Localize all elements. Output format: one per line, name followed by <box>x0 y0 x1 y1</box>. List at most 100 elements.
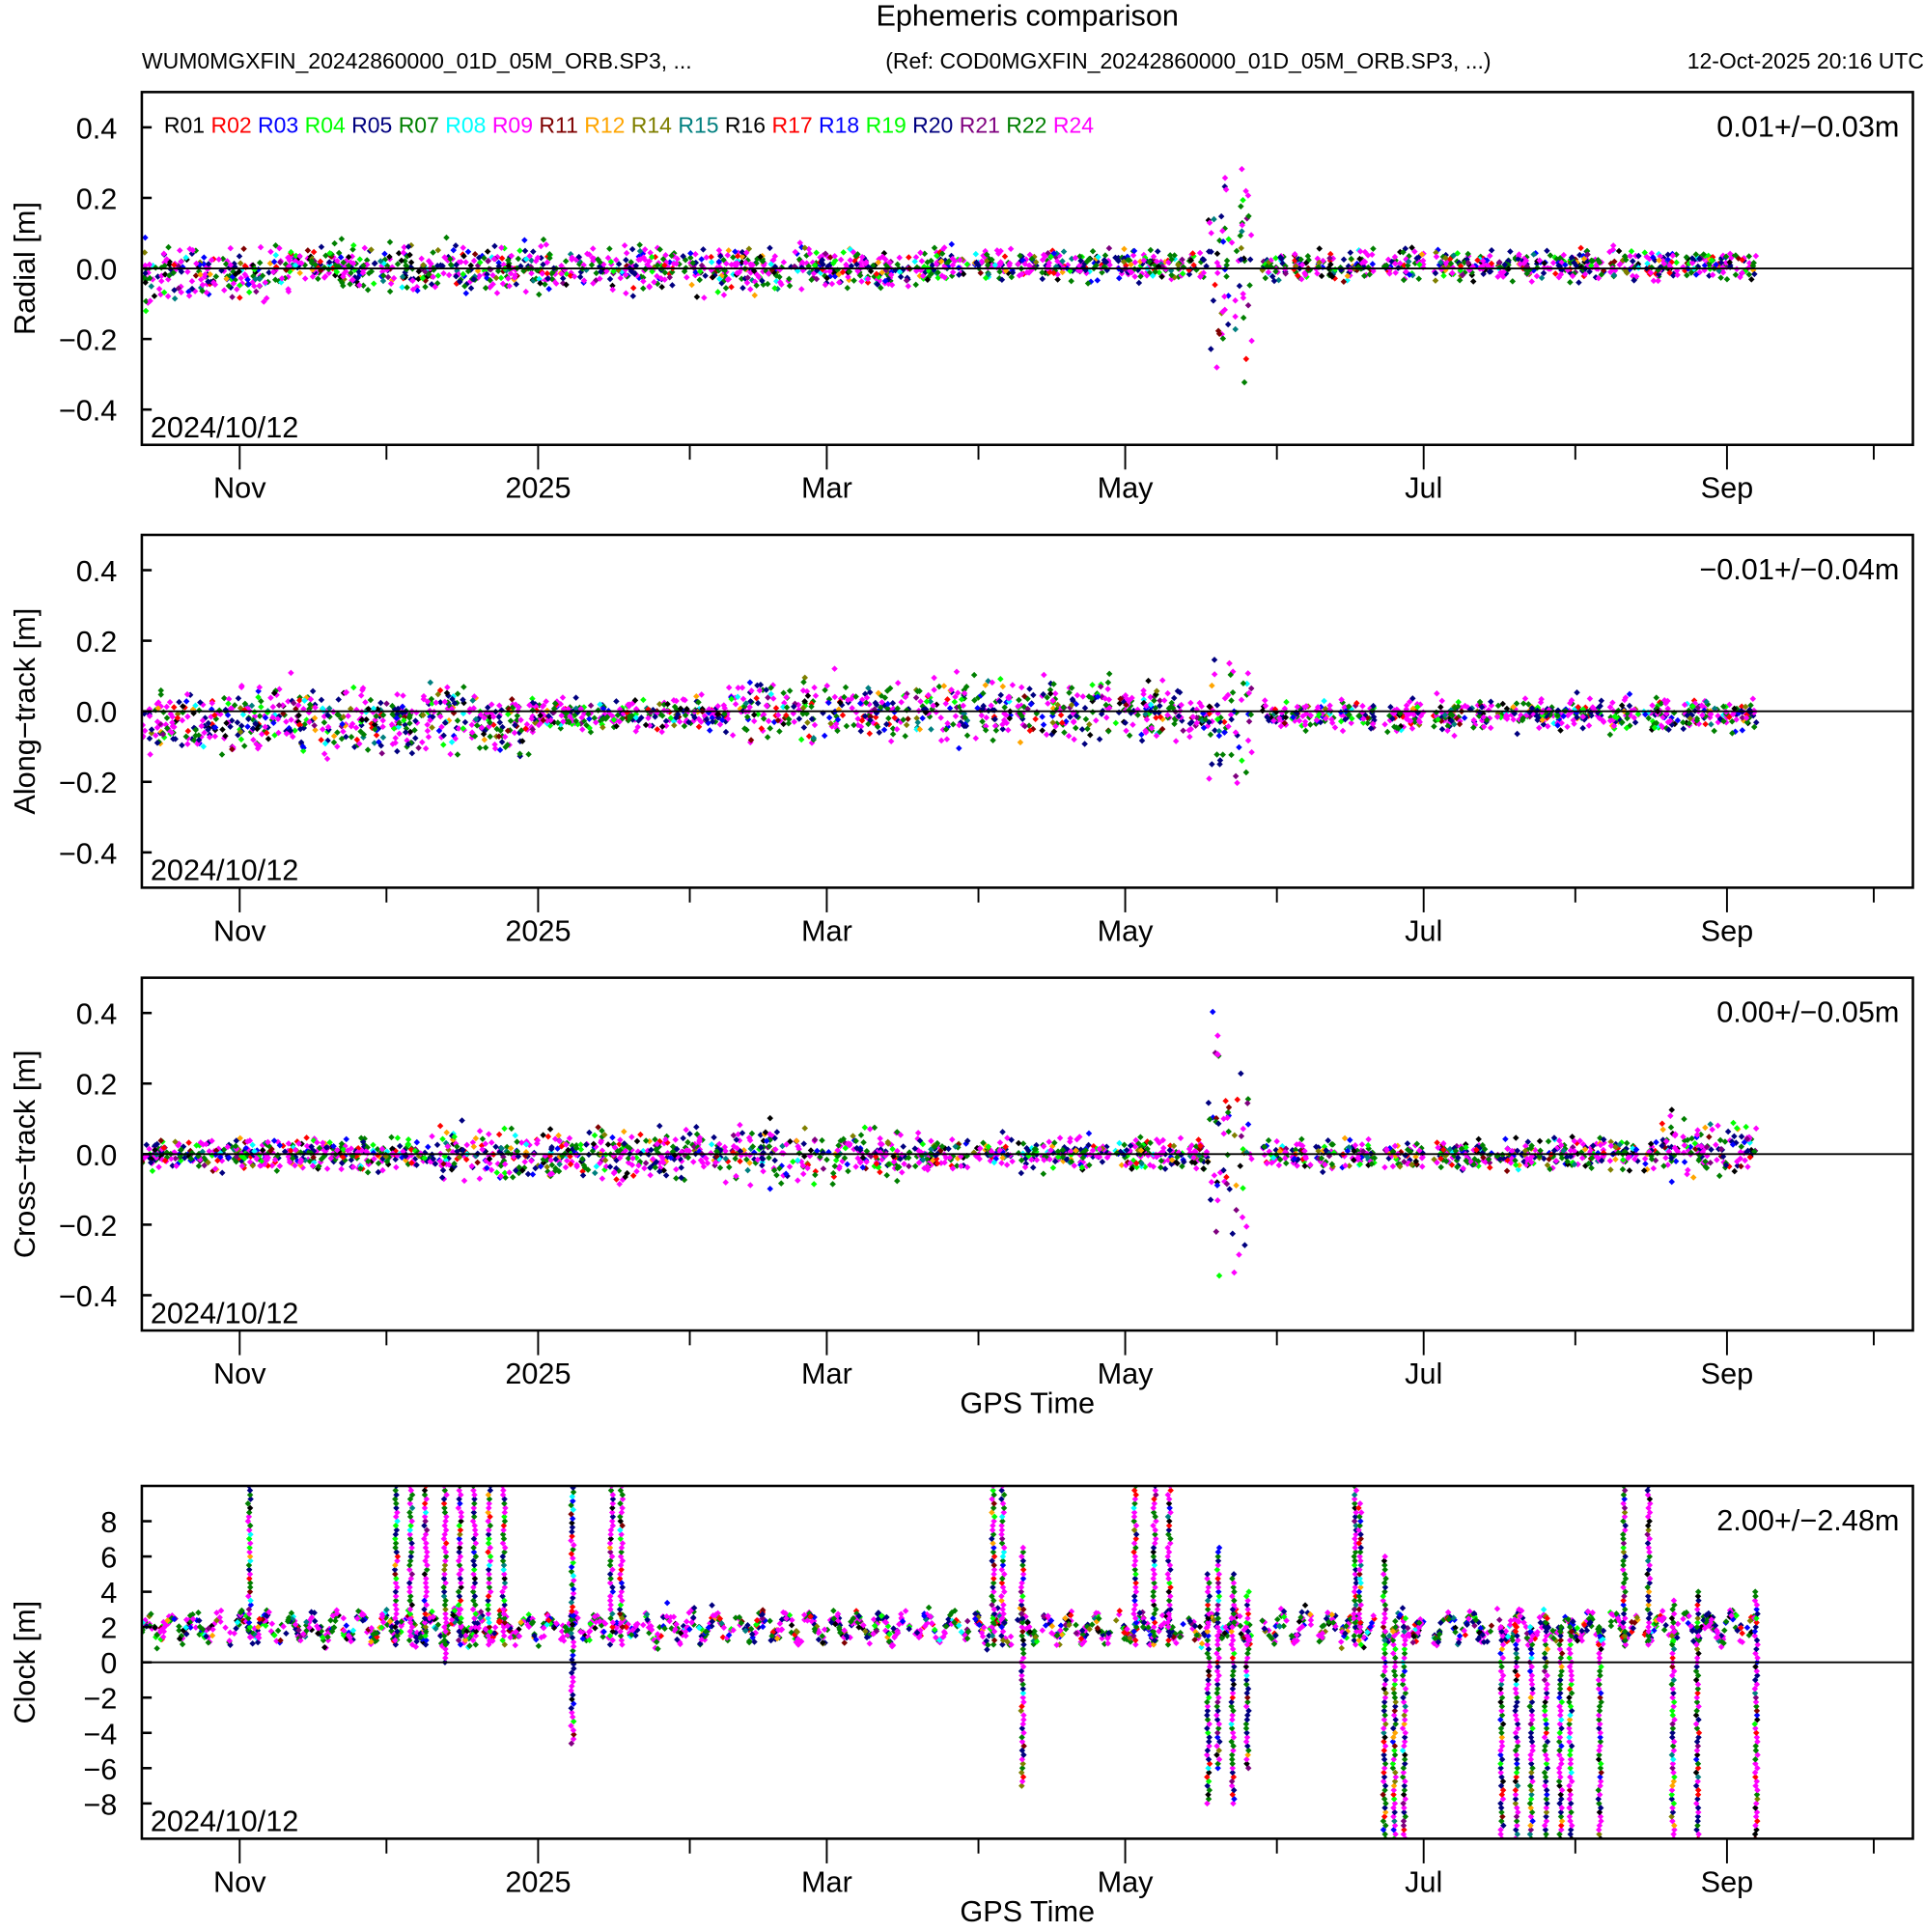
data-point <box>184 741 191 747</box>
data-point <box>205 261 212 267</box>
data-point <box>801 244 808 251</box>
data-point <box>610 716 618 723</box>
data-point <box>1726 250 1734 258</box>
data-point <box>916 726 924 733</box>
data-point <box>521 237 528 244</box>
data-point <box>1419 257 1427 265</box>
data-point <box>298 260 305 266</box>
data-point <box>345 262 352 269</box>
data-point <box>1494 702 1502 710</box>
data-point <box>640 696 647 704</box>
data-point <box>404 284 410 291</box>
data-point <box>480 730 488 738</box>
data-point <box>1486 268 1493 275</box>
data-point <box>524 1170 532 1178</box>
data-point <box>511 274 518 281</box>
data-point <box>333 268 341 275</box>
y-tick-label: 0.0 <box>76 696 118 729</box>
data-point <box>1431 723 1437 730</box>
data-point <box>834 727 841 735</box>
data-point <box>1498 270 1505 278</box>
data-point <box>1318 272 1325 280</box>
x-tick-label: 2025 <box>505 472 571 505</box>
data-point <box>509 696 516 703</box>
data-point <box>1086 731 1094 739</box>
data-point <box>842 684 850 691</box>
data-point <box>1391 253 1399 261</box>
data-point <box>400 249 407 256</box>
data-point <box>245 289 253 295</box>
data-point <box>1270 717 1277 724</box>
data-point <box>540 1160 547 1166</box>
data-point <box>1579 714 1587 720</box>
data-point <box>786 687 794 694</box>
data-point <box>1140 696 1148 703</box>
data-point <box>311 722 318 729</box>
data-point <box>460 253 467 260</box>
data-point <box>1193 719 1200 727</box>
data-point <box>1222 186 1230 193</box>
data-point <box>1464 260 1472 266</box>
data-point <box>394 691 401 698</box>
data-point <box>1160 697 1168 704</box>
data-point <box>1140 686 1147 694</box>
data-point <box>546 255 553 262</box>
legend-item-r17: R17 <box>771 113 812 138</box>
data-point <box>205 719 212 727</box>
data-point <box>258 703 265 711</box>
data-point <box>489 281 496 288</box>
legend-item-r05: R05 <box>351 113 392 138</box>
data-point <box>172 1138 179 1145</box>
data-point <box>1360 272 1368 279</box>
data-point <box>696 276 704 284</box>
data-point <box>182 698 190 705</box>
data-point <box>919 714 926 722</box>
data-point <box>858 278 865 285</box>
data-point <box>368 267 376 275</box>
data-point <box>1745 271 1753 278</box>
data-point <box>862 260 870 267</box>
data-point <box>1073 701 1080 708</box>
data-point <box>1609 246 1617 253</box>
data-point <box>996 261 1004 267</box>
data-point <box>956 744 962 752</box>
data-point <box>359 269 367 277</box>
data-point <box>1538 274 1546 282</box>
data-point <box>586 251 593 258</box>
data-point <box>1128 261 1134 268</box>
data-point <box>1598 271 1605 278</box>
y-tick-label: −0.4 <box>59 395 118 428</box>
data-point <box>296 697 303 704</box>
data-point <box>790 1158 796 1165</box>
data-point <box>1416 718 1423 726</box>
data-point <box>750 712 758 718</box>
data-point <box>737 1121 743 1129</box>
data-point <box>1147 701 1155 709</box>
data-point <box>1238 696 1245 704</box>
data-point <box>1281 719 1288 727</box>
data-point <box>1018 684 1025 691</box>
data-point <box>799 704 807 712</box>
data-point <box>629 293 637 299</box>
data-point <box>889 699 897 707</box>
data-point <box>1655 277 1661 285</box>
data-point <box>1207 731 1214 739</box>
data-point <box>420 262 427 268</box>
data-point <box>363 715 370 723</box>
data-point <box>840 1135 847 1142</box>
data-point <box>533 703 540 711</box>
data-point <box>658 283 665 291</box>
data-point <box>1579 724 1586 732</box>
data-point <box>1197 273 1204 280</box>
data-point <box>1247 232 1255 238</box>
data-point <box>696 267 704 275</box>
data-point <box>275 729 282 737</box>
data-point <box>1370 714 1378 720</box>
data-point <box>471 250 479 258</box>
legend-item-r09: R09 <box>492 113 533 138</box>
x-tick-label: Sep <box>1701 914 1754 947</box>
data-point <box>1094 277 1101 284</box>
data-point <box>1282 270 1289 277</box>
data-point <box>288 248 294 256</box>
data-point <box>671 721 678 729</box>
